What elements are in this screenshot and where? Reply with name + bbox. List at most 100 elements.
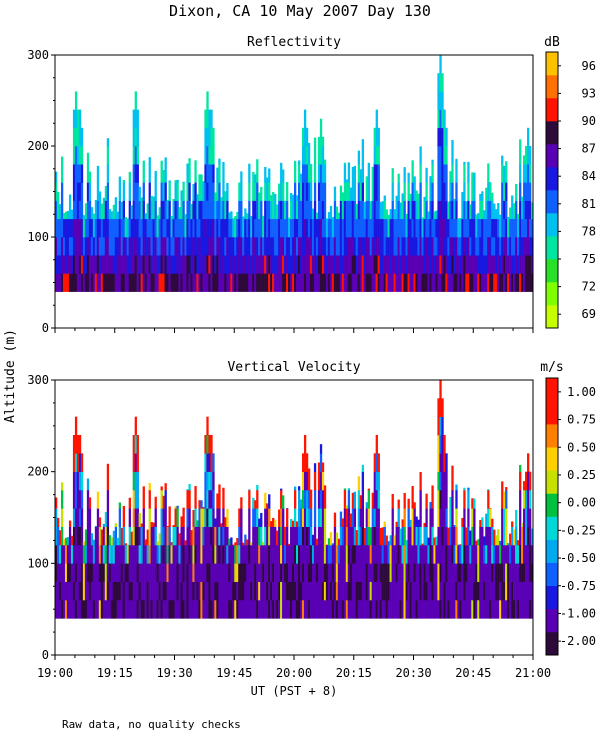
heatmap-cell xyxy=(307,218,311,238)
colorbar-tick-label: 87 xyxy=(582,142,596,156)
heatmap-cell xyxy=(150,237,153,256)
heatmap-cell xyxy=(276,237,279,256)
heatmap-cell xyxy=(439,416,442,436)
heatmap-cell xyxy=(212,471,215,491)
heatmap-cell xyxy=(301,218,305,238)
heatmap-cell xyxy=(297,237,301,256)
heatmap-cell xyxy=(258,237,261,256)
heatmap-cell xyxy=(453,581,456,601)
heatmap-cell xyxy=(222,526,225,546)
heatmap-cell xyxy=(70,255,74,274)
heatmap-cell xyxy=(176,526,179,546)
heatmap-cell xyxy=(160,581,163,601)
heatmap-cell xyxy=(507,218,510,238)
heatmap-cell xyxy=(403,167,406,183)
heatmap-cell xyxy=(375,471,378,491)
heatmap-cell xyxy=(188,483,191,491)
heatmap-cell xyxy=(469,218,472,238)
heatmap-cell xyxy=(260,600,263,619)
heatmap-cell xyxy=(284,563,287,582)
heatmap-cell xyxy=(200,563,203,582)
heatmap-cell xyxy=(519,164,522,183)
heatmap-cell xyxy=(419,273,422,292)
heatmap-cell xyxy=(303,600,307,619)
heatmap-cell xyxy=(455,182,458,201)
heatmap-cell xyxy=(184,218,187,238)
heatmap-cell xyxy=(431,164,434,183)
heatmap-cell xyxy=(204,164,207,183)
heatmap-cell xyxy=(327,581,331,601)
heatmap-cell xyxy=(72,490,76,509)
heatmap-cell xyxy=(148,273,151,292)
heatmap-cell xyxy=(180,526,183,546)
heatmap-cell xyxy=(58,273,62,292)
heatmap-cell xyxy=(367,600,370,619)
heatmap-cell xyxy=(154,496,157,509)
heatmap-cell xyxy=(453,198,456,201)
heatmap-cell xyxy=(445,182,448,201)
heatmap-cell xyxy=(487,164,490,183)
heatmap-cell xyxy=(451,545,454,564)
heatmap-cell xyxy=(58,218,62,238)
heatmap-cell xyxy=(461,200,464,220)
heatmap-cell xyxy=(74,581,78,601)
heatmap-cell xyxy=(270,600,273,619)
heatmap-cell xyxy=(78,563,82,582)
heatmap-cell xyxy=(519,581,522,601)
heatmap-cell xyxy=(74,182,78,201)
heatmap-cell xyxy=(507,273,510,292)
heatmap-cell xyxy=(353,182,357,201)
heatmap-cell xyxy=(481,563,484,582)
heatmap-cell xyxy=(333,581,337,601)
heatmap-cell xyxy=(216,545,219,564)
heatmap-cell xyxy=(280,526,283,546)
heatmap-cell xyxy=(214,218,217,238)
heatmap-cell xyxy=(373,200,376,220)
heatmap-cell xyxy=(487,237,490,256)
heatmap-cell xyxy=(447,545,450,564)
heatmap-cell xyxy=(108,535,112,546)
heatmap-cell xyxy=(439,73,442,92)
heatmap-cell xyxy=(327,218,331,238)
heatmap-cell xyxy=(425,581,428,601)
heatmap-cell xyxy=(355,581,359,601)
heatmap-cell xyxy=(88,171,92,183)
heatmap-cell xyxy=(92,581,96,601)
heatmap-cell xyxy=(305,200,309,220)
heatmap-cell xyxy=(325,545,329,564)
heatmap-cell xyxy=(377,526,380,546)
heatmap-cell xyxy=(447,273,450,292)
heatmap-cell xyxy=(319,508,323,527)
heatmap-cell xyxy=(230,563,233,582)
heatmap-cell xyxy=(413,255,416,274)
heatmap-cell xyxy=(204,255,207,274)
heatmap-cell xyxy=(182,507,185,509)
heatmap-cell xyxy=(329,600,333,619)
heatmap-cell xyxy=(202,255,205,274)
heatmap-cell xyxy=(405,237,408,256)
heatmap-cell xyxy=(489,526,492,546)
heatmap-cell xyxy=(174,255,177,274)
heatmap-cell xyxy=(295,255,299,274)
heatmap-cell xyxy=(206,127,209,147)
heatmap-cell xyxy=(244,218,247,238)
heatmap-cell xyxy=(449,255,452,274)
heatmap-cell xyxy=(80,471,84,491)
heatmap-cell xyxy=(144,218,147,238)
heatmap-cell xyxy=(301,545,305,564)
heatmap-cell xyxy=(409,273,412,292)
heatmap-cell xyxy=(347,237,351,256)
heatmap-cell xyxy=(435,255,438,274)
heatmap-cell xyxy=(483,218,486,238)
heatmap-cell xyxy=(445,453,448,472)
heatmap-cell xyxy=(240,600,243,619)
heatmap-cell xyxy=(445,127,448,147)
heatmap-cell xyxy=(363,201,366,220)
heatmap-cell xyxy=(309,563,313,582)
heatmap-cell xyxy=(280,508,283,527)
heatmap-cell xyxy=(184,581,187,601)
heatmap-cell xyxy=(90,255,94,274)
heatmap-cell xyxy=(124,218,127,238)
heatmap-cell xyxy=(337,212,341,220)
heatmap-cell xyxy=(242,273,245,292)
